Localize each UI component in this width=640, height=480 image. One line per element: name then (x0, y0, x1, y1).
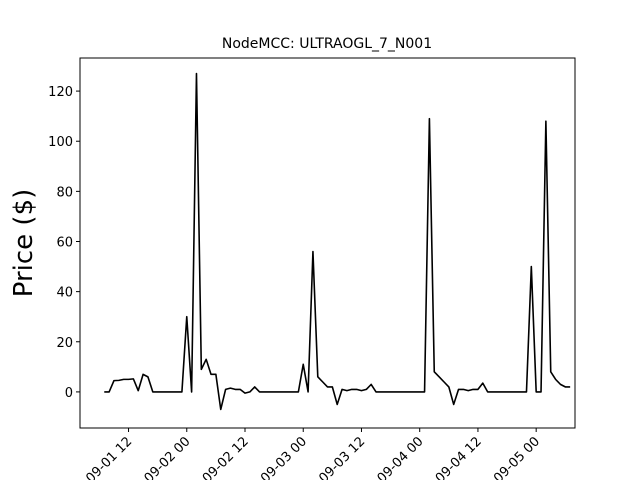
price-line (104, 72, 571, 411)
y-tick-label: 40 (56, 286, 73, 301)
y-axis-label: Price ($) (9, 189, 39, 298)
y-tick-label: 60 (56, 235, 73, 250)
y-tick-label: 20 (56, 336, 73, 351)
axes-frame (79, 57, 576, 429)
y-tick-label: 120 (48, 85, 73, 100)
y-tick-label: 0 (65, 386, 73, 401)
y-tick-label: 100 (48, 135, 73, 150)
y-tick-label: 80 (56, 185, 73, 200)
chart-title: NodeMCC: ULTRAOGL_7_N001 (222, 36, 432, 52)
